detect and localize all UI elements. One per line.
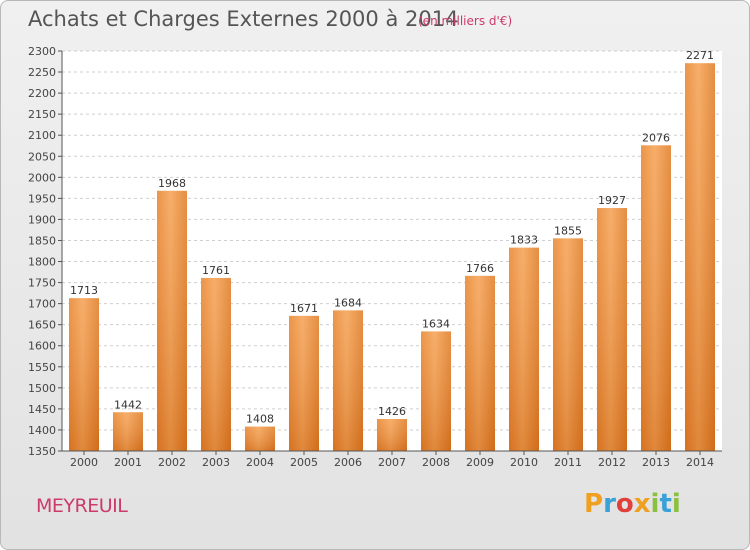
y-tick-label: 1850 xyxy=(28,234,56,247)
x-tick-label: 2012 xyxy=(598,456,626,469)
chart-subtitle: (en milliers d'€) xyxy=(418,14,513,28)
value-label: 1408 xyxy=(246,413,274,426)
y-tick-label: 1600 xyxy=(28,340,56,353)
y-tick-label: 1500 xyxy=(28,382,56,395)
y-tick-label: 2250 xyxy=(28,66,56,79)
x-tick-labels: 2000 2001 2002 2003 2004 2005 2006 2007 2008 2009… xyxy=(70,451,714,469)
x-tick-label: 2007 xyxy=(378,456,406,469)
x-tick-label: 2011 xyxy=(554,456,582,469)
x-tick-label: 2005 xyxy=(290,456,318,469)
x-tick-label: 2004 xyxy=(246,456,274,469)
value-label: 2076 xyxy=(642,131,670,144)
x-tick-label: 2006 xyxy=(334,456,362,469)
logo-letter: i xyxy=(650,489,660,519)
y-tick-label: 1950 xyxy=(28,192,56,205)
x-tick-label: 2000 xyxy=(70,456,98,469)
value-labels: 1713 1442 1968 1761 1408 1671 1684 1426 1634 1766… xyxy=(70,49,714,425)
y-tick-label: 1550 xyxy=(28,361,56,374)
y-tick-label: 1400 xyxy=(28,424,56,437)
y-tick-label: 1750 xyxy=(28,277,56,290)
value-label: 1671 xyxy=(290,302,318,315)
y-tick-label: 2200 xyxy=(28,87,56,100)
x-tick-label: 2008 xyxy=(422,456,450,469)
y-tick-label: 1650 xyxy=(28,319,56,332)
y-tick-label: 1450 xyxy=(28,403,56,416)
value-label: 2271 xyxy=(686,49,714,62)
y-tick-label: 2050 xyxy=(28,150,56,163)
value-label: 1927 xyxy=(598,194,626,207)
y-tick-label: 2000 xyxy=(28,171,56,184)
y-tick-label: 1350 xyxy=(28,445,56,458)
y-tick-label: 2300 xyxy=(28,45,56,58)
value-label: 1684 xyxy=(334,296,362,309)
bars xyxy=(69,63,715,452)
y-tick-labels: 1350 1400 1450 1500 1550 1600 1650 1700 1750 1800… xyxy=(28,45,56,458)
value-label: 1634 xyxy=(422,317,450,330)
value-label: 1968 xyxy=(158,177,186,190)
logo-letter: r xyxy=(603,489,616,519)
y-tick-label: 1700 xyxy=(28,298,56,311)
value-label: 1855 xyxy=(554,224,582,237)
chart-title: Achats et Charges Externes 2000 à 2014 xyxy=(28,7,459,31)
value-label: 1426 xyxy=(378,405,406,418)
y-tick-label: 2150 xyxy=(28,108,56,121)
y-tick-label: 1900 xyxy=(28,213,56,226)
value-label: 1713 xyxy=(70,284,98,297)
proxiti-logo: Proxiti xyxy=(584,489,681,519)
value-label: 1761 xyxy=(202,264,230,277)
logo-letter: i xyxy=(671,489,681,519)
value-label: 1766 xyxy=(466,262,494,275)
x-tick-label: 2003 xyxy=(202,456,230,469)
value-label: 1833 xyxy=(510,234,538,247)
y-tick-label: 1800 xyxy=(28,256,56,269)
logo-letter: t xyxy=(659,489,672,519)
x-tick-label: 2001 xyxy=(114,456,142,469)
value-label: 1442 xyxy=(114,398,142,411)
logo-letter: P xyxy=(584,489,604,519)
commune-name: MEYREUIL xyxy=(36,495,128,517)
logo-letter: x xyxy=(633,489,651,519)
y-tick-label: 2100 xyxy=(28,129,56,142)
x-tick-label: 2014 xyxy=(686,456,714,469)
x-tick-label: 2013 xyxy=(642,456,670,469)
x-tick-label: 2010 xyxy=(510,456,538,469)
x-tick-label: 2009 xyxy=(466,456,494,469)
logo-letter: o xyxy=(615,489,634,519)
x-tick-label: 2002 xyxy=(158,456,186,469)
